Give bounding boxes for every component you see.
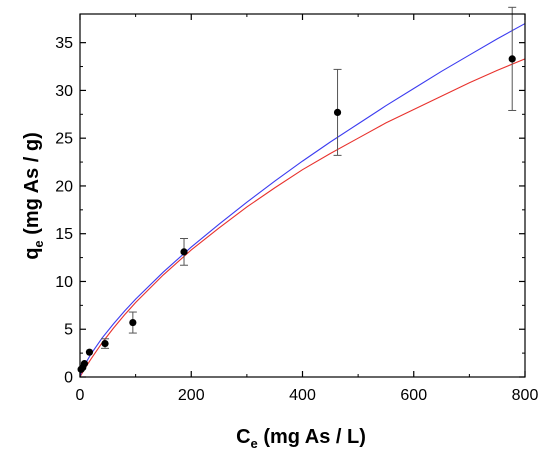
y-tick-label: 30 [55, 83, 73, 100]
y-tick-label: 35 [55, 35, 73, 52]
data-point [101, 339, 109, 348]
y-axis-title-subscript: e [31, 240, 46, 247]
x-axis-title: Ce (mg As / L) [236, 426, 366, 451]
fit-curves [79, 23, 526, 378]
x-axis-ticks [79, 14, 526, 377]
y-axis-ticks [80, 42, 525, 378]
x-axis-tick-labels: 0 200 400 600 800 [76, 387, 539, 404]
x-axis-title-rest: (mg As / L) [258, 426, 366, 448]
y-tick-label: 10 [55, 274, 73, 291]
data-point [180, 248, 188, 256]
data-points [77, 55, 516, 373]
x-axis-title-subscript: e [251, 436, 258, 451]
y-axis-tick-labels: 0 5 10 15 20 25 30 35 [55, 35, 73, 386]
data-point [85, 348, 94, 356]
y-tick-label: 15 [55, 226, 73, 243]
y-axis-title-rest: (mg As / g) [21, 132, 43, 240]
error-bars [101, 6, 517, 349]
data-point [129, 318, 137, 327]
data-point [80, 360, 89, 368]
x-axis-title-base: C [236, 426, 250, 448]
data-point [508, 55, 516, 63]
x-tick-label: 600 [400, 387, 427, 404]
x-tick-label: 400 [289, 387, 316, 404]
x-tick-label: 800 [512, 387, 539, 404]
y-axis-title-base: q [21, 248, 43, 260]
y-tick-label: 20 [55, 178, 73, 195]
plot-frame [79, 13, 526, 378]
x-tick-label: 200 [178, 387, 205, 404]
fit-curve-2 [79, 23, 526, 378]
y-tick-label: 25 [55, 131, 73, 148]
x-tick-label: 0 [76, 387, 85, 404]
y-tick-label: 5 [64, 322, 73, 339]
fit-curve-1 [79, 58, 526, 378]
y-axis-title: qe (mg As / g) [21, 132, 46, 260]
data-point [333, 108, 342, 116]
y-tick-label: 0 [64, 370, 73, 387]
